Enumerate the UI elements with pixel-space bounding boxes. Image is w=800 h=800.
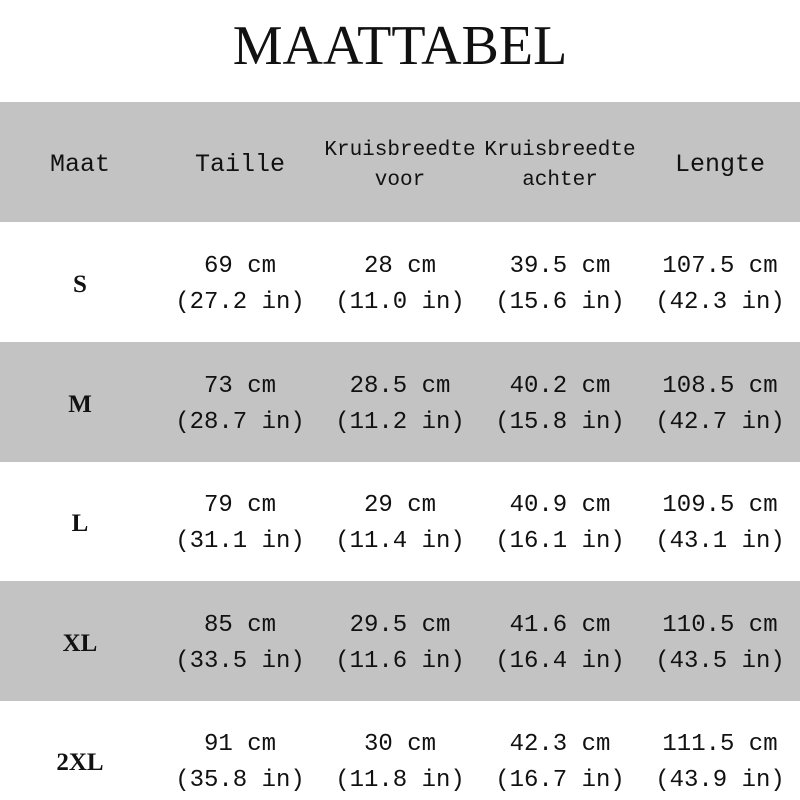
cell-line: 40.2 cm (509, 372, 611, 400)
cell-line: Taille (194, 150, 285, 179)
value-cell: 111.5 cm (43.9 in) (640, 727, 800, 799)
header-cell: Kruisbreedte achter (480, 136, 640, 196)
value-cell: 40.2 cm (15.8 in) (480, 369, 640, 441)
cell-line: 79 cm (203, 492, 276, 519)
cell-line: 107.5 cm (662, 253, 778, 280)
cell-line: L (71, 510, 89, 537)
size-cell: 2XL (0, 746, 160, 780)
value-cell: 108.5 cm (42.7 in) (640, 369, 800, 441)
cell-line: (42.3 in) (655, 289, 785, 316)
cell-line: (16.4 in) (495, 647, 625, 675)
value-cell: 28.5 cm (11.2 in) (320, 369, 480, 441)
cell-line: Lengte (674, 150, 765, 179)
value-cell: 109.5 cm (43.1 in) (640, 488, 800, 560)
value-cell: 42.3 cm (16.7 in) (480, 727, 640, 799)
cell-line: Kruisbreedte (484, 139, 636, 162)
cell-line: (31.1 in) (175, 528, 305, 555)
cell-line: 73 cm (203, 372, 276, 400)
size-cell: M (0, 388, 160, 422)
size-cell: XL (0, 627, 160, 661)
value-cell: 39.5 cm (15.6 in) (480, 249, 640, 321)
value-cell: 41.6 cm (16.4 in) (480, 608, 640, 680)
header-band (0, 102, 800, 222)
header-cell: Kruisbreedte voor (320, 136, 480, 196)
value-cell: 91 cm (35.8 in) (160, 727, 320, 799)
cell-line: (43.1 in) (655, 528, 785, 555)
cell-line: M (68, 390, 92, 418)
cell-line: (11.8 in) (335, 767, 465, 794)
cell-line: (43.9 in) (655, 767, 785, 794)
cell-line: (11.2 in) (335, 408, 465, 436)
row-band (0, 341, 800, 462)
value-cell: 110.5 cm (43.5 in) (640, 608, 800, 680)
cell-line: 111.5 cm (662, 731, 778, 758)
cell-line: (33.5 in) (175, 647, 305, 675)
size-cell: S (0, 268, 160, 302)
cell-line: (15.6 in) (495, 289, 625, 316)
cell-line: 41.6 cm (509, 611, 611, 639)
header-cell: Taille (160, 148, 320, 182)
cell-line: (16.1 in) (495, 528, 625, 555)
cell-line: 91 cm (203, 731, 276, 758)
cell-line: (15.8 in) (495, 408, 625, 436)
cell-line: 85 cm (203, 611, 276, 639)
cell-line: 30 cm (363, 731, 436, 758)
cell-line: (11.0 in) (335, 289, 465, 316)
value-cell: 107.5 cm (42.3 in) (640, 249, 800, 321)
row-band (0, 580, 800, 701)
cell-line: (42.7 in) (655, 408, 785, 436)
cell-line: XL (62, 629, 98, 657)
cell-line: 28 cm (363, 253, 436, 280)
value-cell: 29 cm (11.4 in) (320, 488, 480, 560)
cell-line: (28.7 in) (175, 408, 305, 436)
value-cell: 69 cm (27.2 in) (160, 249, 320, 321)
value-cell: 79 cm (31.1 in) (160, 488, 320, 560)
value-cell: 28 cm (11.0 in) (320, 249, 480, 321)
cell-line: 2XL (56, 749, 104, 776)
value-cell: 85 cm (33.5 in) (160, 608, 320, 680)
value-cell: 73 cm (28.7 in) (160, 369, 320, 441)
cell-line: (43.5 in) (655, 647, 785, 675)
cell-line: (35.8 in) (175, 767, 305, 794)
cell-line: (11.6 in) (335, 647, 465, 675)
value-cell: 30 cm (11.8 in) (320, 727, 480, 799)
cell-line: (16.7 in) (495, 767, 625, 794)
cell-line: 69 cm (203, 253, 276, 280)
cell-line: (27.2 in) (175, 289, 305, 316)
cell-line: 40.9 cm (509, 492, 611, 519)
size-cell: L (0, 507, 160, 541)
cell-line: voor (374, 169, 426, 192)
cell-line: achter (522, 169, 598, 192)
header-cell: Maat (0, 148, 160, 182)
header-cell: Lengte (640, 148, 800, 182)
cell-line: 110.5 cm (662, 611, 778, 639)
cell-line: Maat (49, 150, 110, 179)
title: MAATTABEL (232, 15, 568, 77)
value-cell: 40.9 cm (16.1 in) (480, 488, 640, 560)
cell-line: Kruisbreedte (324, 139, 476, 162)
cell-line: S (73, 271, 87, 298)
value-cell: 29.5 cm (11.6 in) (320, 608, 480, 680)
cell-line: 108.5 cm (662, 372, 778, 400)
cell-line: 29.5 cm (349, 611, 451, 639)
cell-line: 42.3 cm (509, 731, 611, 758)
cell-line: 109.5 cm (662, 492, 778, 519)
cell-line: 29 cm (363, 492, 436, 519)
cell-line: 39.5 cm (509, 253, 611, 280)
cell-line: (11.4 in) (335, 528, 465, 555)
cell-line: 28.5 cm (349, 372, 451, 400)
